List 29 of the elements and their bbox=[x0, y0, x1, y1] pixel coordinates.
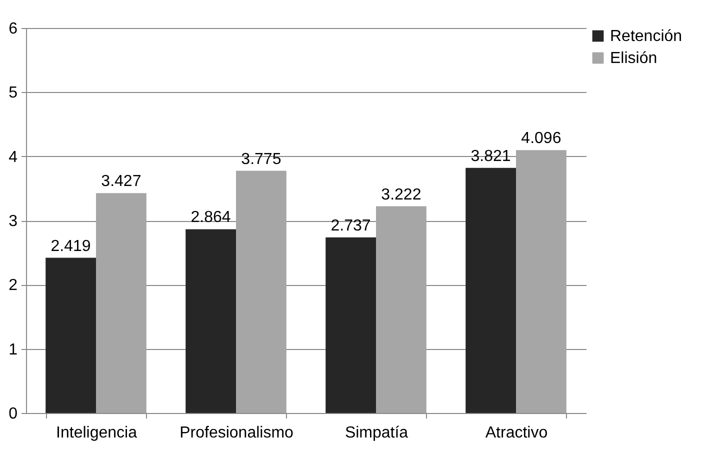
bar bbox=[236, 170, 286, 413]
legend-label: Elisión bbox=[610, 50, 658, 67]
bar bbox=[376, 206, 426, 413]
y-tick-label: 6 bbox=[8, 20, 18, 38]
y-tick-label: 0 bbox=[8, 406, 18, 422]
bar bbox=[326, 237, 376, 413]
y-tick-label: 5 bbox=[8, 84, 18, 102]
x-tick-label: Simpatía bbox=[344, 424, 408, 442]
bar bbox=[516, 150, 566, 413]
data-label: 3.222 bbox=[381, 186, 422, 204]
x-tick-label: Atractivo bbox=[485, 424, 548, 442]
y-tick-label: 4 bbox=[8, 148, 18, 166]
y-tick-label: 1 bbox=[8, 341, 18, 358]
data-label: 3.775 bbox=[241, 150, 282, 168]
data-label: 4.096 bbox=[521, 130, 562, 148]
y-tick-label: 2 bbox=[8, 277, 18, 294]
data-label: 2.864 bbox=[190, 209, 231, 226]
bar bbox=[186, 229, 236, 413]
bar bbox=[46, 258, 96, 413]
x-tick-label: Inteligencia bbox=[56, 424, 138, 442]
legend-label: Retención bbox=[610, 28, 682, 45]
data-label: 3.427 bbox=[101, 173, 142, 190]
bar bbox=[96, 193, 146, 413]
y-tick-label: 3 bbox=[8, 213, 18, 230]
data-label: 3.821 bbox=[470, 148, 511, 165]
bar bbox=[466, 168, 516, 413]
data-label: 2.737 bbox=[330, 217, 371, 234]
x-tick-label: Profesionalismo bbox=[180, 424, 294, 442]
data-label: 2.419 bbox=[50, 238, 91, 255]
